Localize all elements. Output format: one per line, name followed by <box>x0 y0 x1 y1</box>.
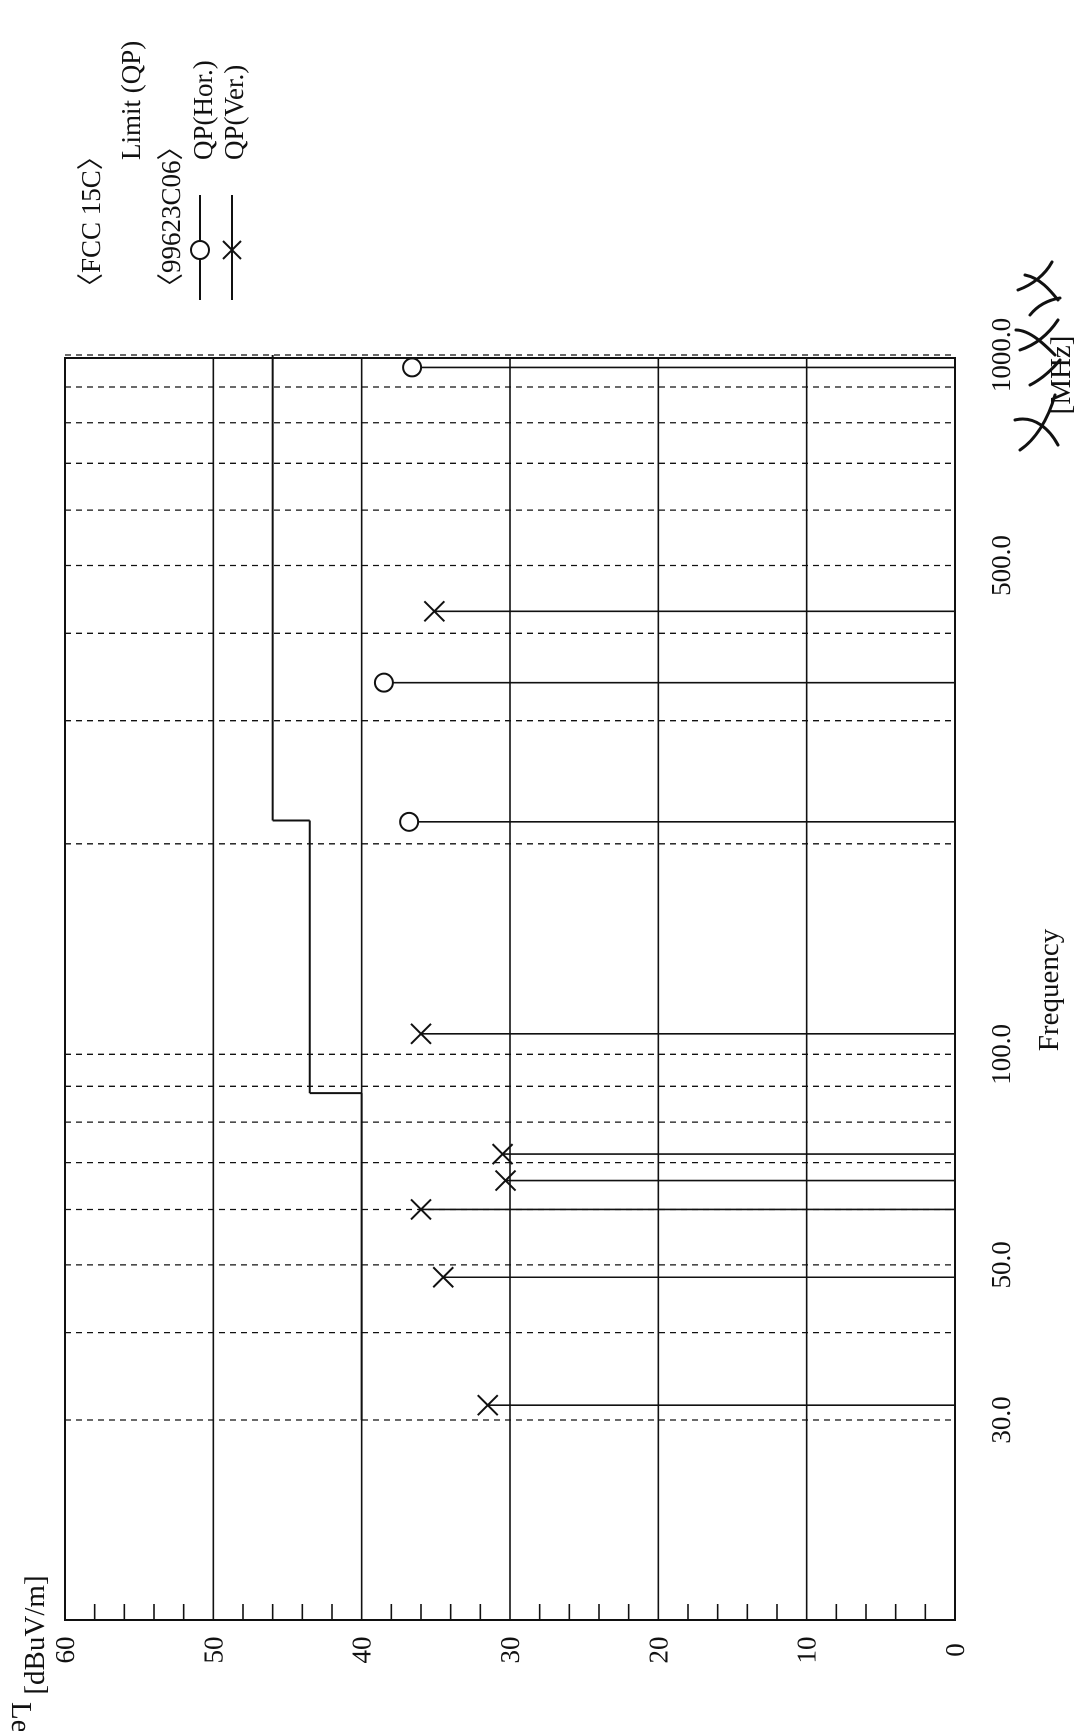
frequency-tick-label: 500.0 <box>986 535 1016 596</box>
data-point-hor <box>373 672 394 693</box>
handwritten-signature <box>1013 260 1062 452</box>
data-point-ver <box>477 1394 499 1416</box>
level-tick-label: 20 <box>643 1637 673 1664</box>
minor-ticks <box>93 1604 927 1620</box>
frequency-tick-label: 100.0 <box>986 1024 1016 1085</box>
data-point-ver <box>432 1266 454 1288</box>
legend-series-hor-label: QP(Hor.) <box>188 60 218 160</box>
data-points <box>373 357 955 1416</box>
x-axis-title: Frequency <box>1033 928 1065 1051</box>
legend-series-hor-marker <box>190 240 210 260</box>
legend-series-ver-label: QP(Ver.) <box>219 65 249 160</box>
legend: 〈FCC 15C〉 Limit (QP) 〈99623C06〉 QP(Hor.)… <box>76 41 249 300</box>
level-tick-label: 0 <box>940 1643 970 1657</box>
x-axis-unit: [MHz] <box>1045 336 1077 415</box>
grid <box>65 354 955 1620</box>
level-tick-label: 50 <box>198 1637 228 1664</box>
legend-standard: 〈FCC 15C〉 <box>76 143 106 300</box>
legend-limit-label: Limit (QP) <box>116 41 146 160</box>
legend-test-id: 〈99623C06〉 <box>156 133 186 300</box>
frequency-tick-label: 30.0 <box>986 1396 1016 1443</box>
y-axis-title: Level <box>5 1702 37 1731</box>
data-point-ver <box>494 1169 517 1192</box>
data-point-hor <box>399 811 420 832</box>
data-point-ver <box>491 1143 514 1165</box>
data-point-ver <box>410 1023 432 1045</box>
level-tick-label: 10 <box>792 1637 822 1664</box>
level-tick-labels: 0 10 20 30 40 50 60 <box>50 1637 970 1664</box>
level-tick-label: 60 <box>50 1637 80 1664</box>
limit-line <box>271 355 363 1420</box>
frequency-tick-label: 1000.0 <box>986 318 1016 392</box>
level-tick-label: 40 <box>347 1637 377 1664</box>
data-point-hor <box>402 357 423 378</box>
data-point-ver <box>410 1198 432 1221</box>
legend-series-ver-marker <box>222 240 242 260</box>
data-point-ver <box>423 600 446 623</box>
frequency-tick-labels: 30.0 50.0 100.0 500.0 1000.0 <box>986 318 1016 1444</box>
y-axis-unit: [dBuV/m] <box>19 1575 51 1694</box>
level-tick-label: 30 <box>495 1637 525 1664</box>
frequency-tick-label: 50.0 <box>986 1241 1016 1288</box>
